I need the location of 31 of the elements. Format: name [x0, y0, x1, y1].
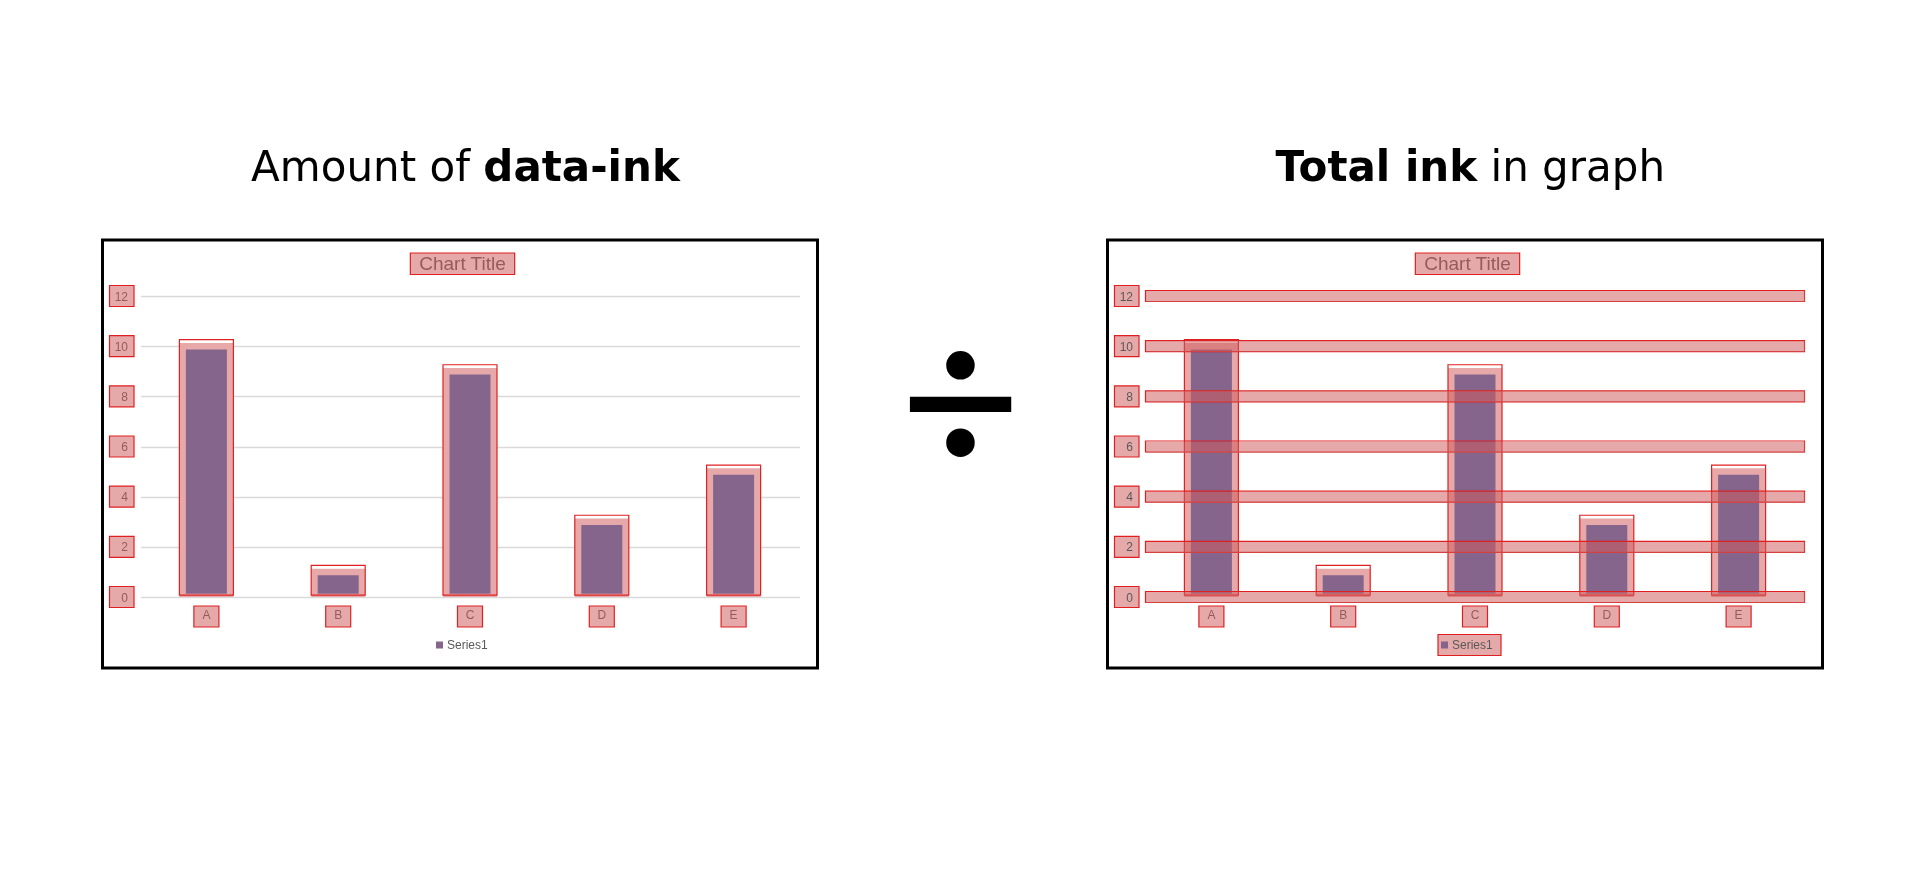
text: ÷: [900, 283, 1021, 524]
y-tick-label: 0: [1126, 590, 1134, 605]
x-tick-label: C: [465, 607, 475, 622]
y-tick-label: 4: [121, 490, 129, 505]
y-tick-label: 10: [1119, 339, 1134, 354]
x-tick-label: D: [597, 607, 607, 622]
y-tick-label: 12: [114, 289, 129, 304]
y-tick-label: 6: [1126, 440, 1134, 454]
x-tick-label: A: [202, 607, 211, 622]
x-tick-label: C: [1470, 607, 1480, 622]
x-tick-label: A: [1207, 607, 1216, 622]
y-tick-label: 6: [121, 440, 129, 454]
y-tick-label: 0: [121, 590, 129, 605]
y-tick-label: 8: [121, 389, 129, 404]
chart-title: Amount of data-ink: [251, 142, 681, 191]
chart-title: Total ink in graph: [1275, 142, 1666, 191]
legend-label: Series1: [1452, 638, 1494, 652]
y-tick-label: 12: [1119, 289, 1134, 304]
x-tick-label: E: [729, 607, 738, 622]
chart-subtitle: Chart Title: [419, 253, 506, 274]
y-tick-label: 10: [114, 339, 129, 354]
x-tick-label: B: [334, 607, 343, 622]
legend-label: Series1: [447, 638, 489, 652]
x-tick-label: B: [1339, 607, 1348, 622]
y-tick-label: 2: [121, 540, 129, 555]
y-tick-label: 8: [1126, 389, 1134, 404]
x-tick-label: D: [1602, 607, 1612, 622]
y-tick-label: 4: [1126, 490, 1134, 505]
x-tick-label: E: [1734, 607, 1743, 622]
chart-subtitle: Chart Title: [1424, 253, 1511, 274]
y-tick-label: 2: [1126, 540, 1134, 555]
